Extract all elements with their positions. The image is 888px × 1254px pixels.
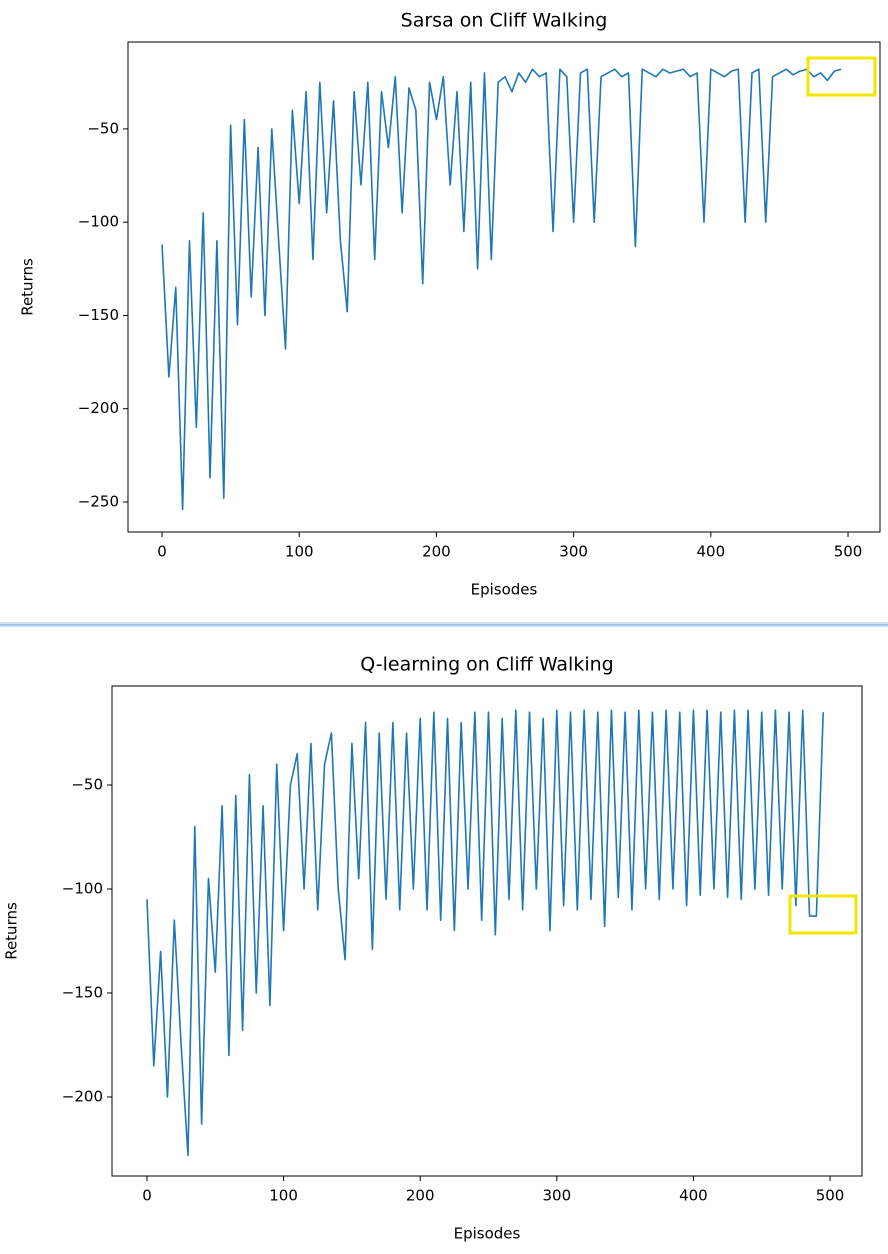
x-tick-label: 200	[406, 1187, 435, 1205]
line-series	[146, 709, 824, 1156]
axes-frame	[127, 41, 881, 533]
x-tick-label: 500	[816, 1187, 845, 1205]
highlight-box	[788, 894, 858, 935]
highlight-box	[806, 56, 877, 97]
x-tick-label: 0	[142, 1187, 152, 1205]
x-axis-label: Episodes	[454, 1225, 521, 1243]
y-tick-label: −250	[78, 492, 119, 510]
x-tick-label: 300	[542, 1187, 571, 1205]
y-tick-label: −100	[78, 213, 119, 231]
y-tick-label: −50	[87, 119, 119, 137]
x-tick-label: 200	[422, 543, 451, 561]
x-tick-label: 100	[285, 543, 314, 561]
y-tick-label: −50	[71, 775, 103, 793]
y-axis-label: Returns	[19, 258, 37, 316]
separator-line	[0, 624, 888, 626]
y-tick-label: −150	[78, 306, 119, 324]
y-tick-label: −100	[62, 879, 103, 897]
chart-title: Q-learning on Cliff Walking	[360, 654, 613, 676]
x-tick-label: 500	[834, 543, 863, 561]
chart-title: Sarsa on Cliff Walking	[401, 10, 608, 32]
y-tick-label: −150	[62, 983, 103, 1001]
x-tick-label: 100	[269, 1187, 298, 1205]
y-tick-label: −200	[78, 399, 119, 417]
axes-frame	[111, 685, 863, 1177]
x-axis-label: Episodes	[471, 581, 538, 599]
x-tick-label: 400	[679, 1187, 708, 1205]
x-tick-label: 0	[157, 543, 167, 561]
line-series	[161, 68, 842, 511]
y-tick-label: −200	[62, 1087, 103, 1105]
x-tick-label: 300	[559, 543, 588, 561]
plots: 0 100 200 300 400 500 −250 −200 −150 −100 −50 Sarsa…	[3, 10, 881, 1243]
x-tick-label: 400	[697, 543, 726, 561]
y-axis-label: Returns	[3, 902, 21, 960]
